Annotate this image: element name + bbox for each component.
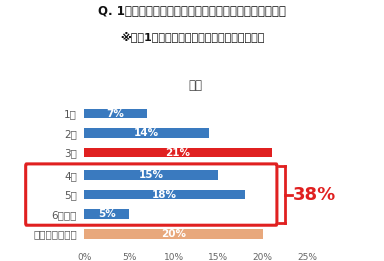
- Text: 15%: 15%: [139, 170, 164, 180]
- Bar: [84, 170, 218, 180]
- Text: 14%: 14%: [134, 128, 159, 138]
- Bar: [84, 109, 147, 118]
- Bar: [84, 128, 209, 138]
- Text: 5%: 5%: [98, 209, 116, 219]
- Bar: [84, 209, 129, 219]
- Text: ※直近1年間のことについてお答えください。: ※直近1年間のことについてお答えください。: [120, 31, 264, 42]
- Bar: [84, 190, 245, 199]
- Text: 21%: 21%: [166, 147, 190, 158]
- Text: 7%: 7%: [107, 109, 124, 118]
- Text: Q. 1週間のうちアルバイトができる日数は何日ですか？: Q. 1週間のうちアルバイトができる日数は何日ですか？: [98, 5, 286, 18]
- Text: 全体: 全体: [189, 79, 203, 92]
- Bar: [84, 229, 263, 239]
- Text: 20%: 20%: [161, 229, 186, 239]
- Text: 38%: 38%: [293, 186, 336, 204]
- Text: 18%: 18%: [152, 189, 177, 200]
- Bar: [84, 148, 271, 157]
